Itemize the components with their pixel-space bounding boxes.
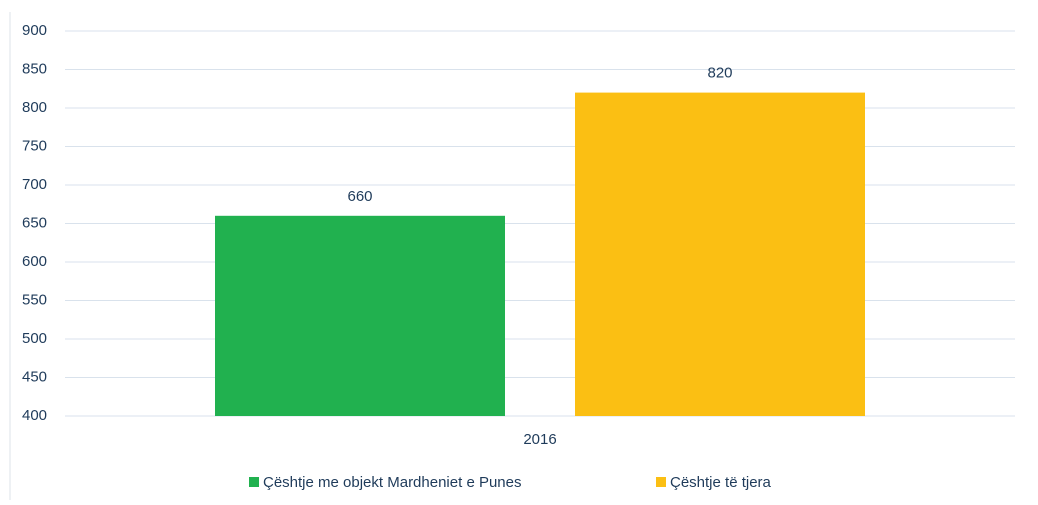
y-tick-label: 600 <box>22 253 47 270</box>
x-tick-label: 2016 <box>523 431 556 448</box>
y-tick-label: 700 <box>22 176 47 193</box>
y-tick-label: 900 <box>22 22 47 39</box>
y-tick-label: 650 <box>22 214 47 231</box>
legend-swatch <box>249 477 259 487</box>
y-tick-label: 750 <box>22 137 47 154</box>
data-label: 660 <box>347 188 372 205</box>
y-tick-label: 850 <box>22 60 47 77</box>
y-tick-label: 500 <box>22 330 47 347</box>
legend-swatch <box>656 477 666 487</box>
bar <box>575 92 865 416</box>
legend-label: Çështje me objekt Mardheniet e Punes <box>263 474 521 491</box>
y-tick-label: 550 <box>22 291 47 308</box>
bar <box>215 215 505 416</box>
y-tick-label: 400 <box>22 407 47 424</box>
data-label: 820 <box>707 65 732 82</box>
y-tick-label: 800 <box>22 99 47 116</box>
y-tick-label: 450 <box>22 368 47 385</box>
legend-label: Çështje të tjera <box>670 474 772 491</box>
